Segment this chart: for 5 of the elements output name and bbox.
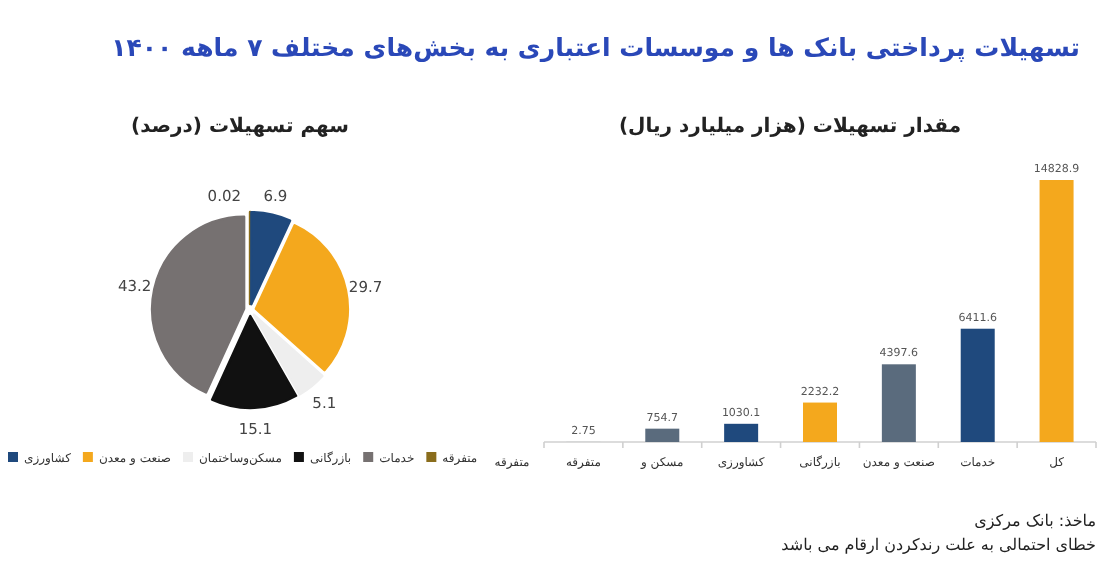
chart-title: سهم تسهیلات (درصد) bbox=[131, 116, 350, 138]
text: ماخذ: بانک مرکزی bbox=[974, 512, 1096, 530]
chart-title: مقدار تسهیلات (هزار میلیارد ریال) bbox=[618, 116, 962, 138]
text: خطای احتمالی به علت رندکردن ارقام می باشد bbox=[781, 536, 1097, 554]
text: تسهیلات پرداختی بانک ها و موسسات اعتباری به بخش‌های مختلف ۷ ماهه ۱۴۰۰ bbox=[111, 32, 1080, 64]
